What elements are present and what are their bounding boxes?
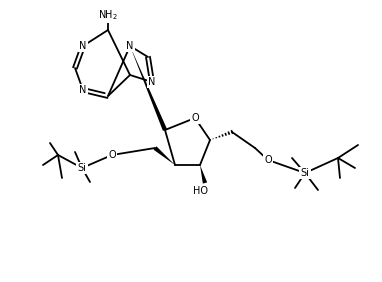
Text: N: N xyxy=(79,41,87,51)
Polygon shape xyxy=(154,146,175,165)
Polygon shape xyxy=(130,46,167,131)
Text: O: O xyxy=(264,155,272,165)
Text: N: N xyxy=(126,41,134,51)
Text: O: O xyxy=(108,150,116,160)
Text: N: N xyxy=(79,85,87,95)
Text: Si: Si xyxy=(301,168,309,178)
Text: O: O xyxy=(191,113,199,123)
Polygon shape xyxy=(200,165,207,184)
Text: NH$_2$: NH$_2$ xyxy=(98,8,118,22)
Text: N: N xyxy=(148,77,156,87)
Text: HO: HO xyxy=(193,186,207,196)
Text: Si: Si xyxy=(78,163,86,173)
